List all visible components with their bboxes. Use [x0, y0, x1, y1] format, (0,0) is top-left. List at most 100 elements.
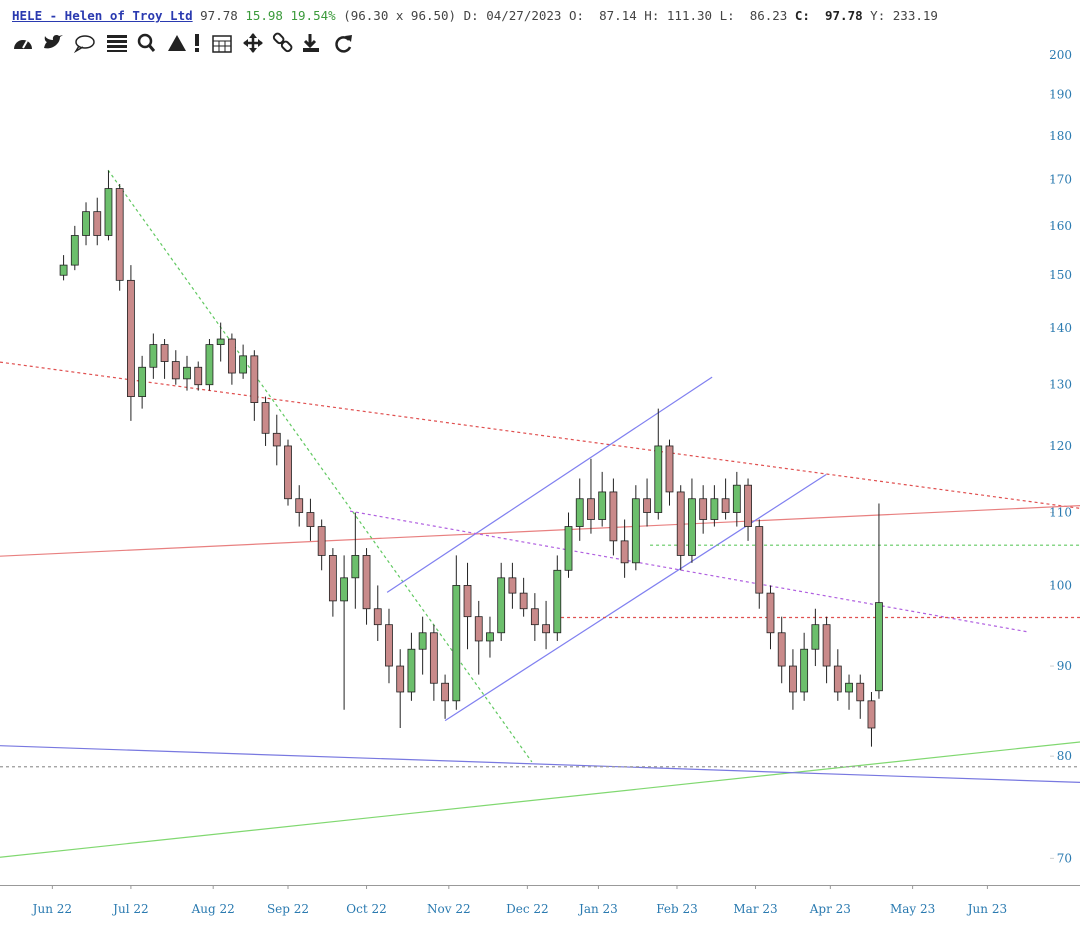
- candle-body: [474, 616, 483, 642]
- toolbar: [14, 32, 352, 54]
- candle-body: [620, 540, 629, 564]
- triangle-tool[interactable]: [168, 35, 186, 51]
- high: 111.30: [666, 8, 713, 23]
- twitter-tool[interactable]: [44, 35, 63, 49]
- x-tick-label: Oct 22: [346, 902, 386, 916]
- candle-body: [115, 188, 124, 281]
- candle-body: [205, 344, 214, 386]
- dashboard-tool[interactable]: [14, 40, 32, 49]
- y-tick-label: 70: [1057, 851, 1072, 865]
- candle-body: [127, 279, 135, 397]
- move-tool[interactable]: [243, 33, 263, 53]
- x-tick-label: Dec 22: [506, 902, 549, 916]
- candle-body: [598, 491, 607, 520]
- candle-body: [822, 624, 831, 667]
- candle-body: [82, 211, 90, 236]
- date: 04/27/2023: [486, 8, 562, 23]
- candle-body: [553, 569, 562, 634]
- candle-body: [766, 592, 775, 634]
- y-tick-label: 170: [1049, 172, 1072, 186]
- last: 97.78: [200, 8, 238, 23]
- candle-body: [272, 432, 281, 447]
- y-tick-label: 180: [1049, 129, 1072, 143]
- candle-body: [250, 355, 259, 403]
- candle-body: [486, 632, 494, 642]
- symbol-link[interactable]: HELE - Helen of Troy Ltd: [12, 8, 193, 23]
- comment-tool[interactable]: [73, 35, 95, 54]
- candle-body: [875, 602, 883, 692]
- candle-body: [497, 577, 506, 634]
- candle-body: [676, 491, 685, 556]
- candle-body: [845, 682, 853, 693]
- candle-body: [744, 484, 752, 527]
- label: L:: [719, 8, 735, 23]
- search-tool[interactable]: [137, 33, 156, 52]
- trend-line: [444, 474, 827, 722]
- candle-body: [70, 235, 79, 266]
- plot-area: [0, 169, 1080, 858]
- change-pct: 19.54%: [290, 8, 336, 23]
- calendar-tool[interactable]: [212, 35, 232, 53]
- open: 87.14: [599, 8, 637, 23]
- candle-body: [373, 608, 382, 626]
- low: 86.23: [749, 8, 788, 23]
- y: 233.19: [892, 8, 938, 23]
- x-tick-label: Nov 22: [427, 902, 471, 916]
- candle-body: [833, 665, 842, 693]
- candle-body: [194, 366, 203, 386]
- candle-body: [239, 355, 248, 374]
- alert-tool[interactable]: [195, 34, 199, 52]
- y-tick-label: 140: [1049, 321, 1072, 335]
- x-tick-label: Jun 23: [966, 902, 1007, 916]
- candle-body: [385, 624, 393, 667]
- y-tick-label: 190: [1049, 87, 1072, 101]
- candle-body: [755, 526, 764, 594]
- label: H:: [644, 8, 660, 23]
- candle-body: [519, 592, 528, 610]
- candle-body: [138, 366, 147, 397]
- refresh-tool[interactable]: [335, 35, 352, 53]
- candle-body: [587, 498, 595, 520]
- link-tool[interactable]: [272, 32, 293, 53]
- x-tick-label: Mar 23: [733, 902, 777, 916]
- candle-body: [429, 632, 438, 684]
- x-tick-label: Apr 23: [809, 902, 851, 916]
- candle-body: [609, 491, 618, 542]
- y-tick-label: 110: [1049, 506, 1072, 520]
- candle-body: [295, 498, 304, 513]
- y-tick-label: 150: [1049, 268, 1072, 282]
- list-tool[interactable]: [107, 35, 127, 52]
- candle-body: [418, 632, 427, 650]
- candle-body: [171, 361, 180, 380]
- candle-body: [452, 585, 461, 702]
- candle-body: [441, 682, 449, 702]
- label: C:: [794, 8, 810, 23]
- download-tool[interactable]: [303, 34, 319, 52]
- candle-body: [104, 188, 113, 236]
- candle-body: [59, 264, 68, 276]
- label: O:: [569, 8, 585, 23]
- candle-body: [328, 555, 337, 602]
- candle-body: [710, 498, 719, 520]
- candle-body: [564, 526, 573, 571]
- candle-body: [463, 585, 472, 618]
- candle-body: [800, 648, 809, 693]
- candle-body: [362, 555, 371, 610]
- candle-body: [699, 498, 708, 520]
- x-tick-label: Jan 23: [577, 902, 618, 916]
- y-tick-label: 130: [1049, 378, 1072, 392]
- candle-body: [284, 445, 292, 500]
- candle-body: [396, 665, 405, 693]
- trend-line: [107, 169, 533, 763]
- candle-body: [160, 344, 169, 362]
- candle-body: [351, 555, 360, 579]
- candle-body: [183, 366, 191, 380]
- candle-body: [732, 484, 741, 513]
- candle-body: [227, 338, 236, 374]
- x-tick-label: Sep 22: [267, 902, 309, 916]
- candle-body: [811, 624, 820, 650]
- trend-line: [349, 510, 1029, 633]
- candle-body: [777, 632, 786, 667]
